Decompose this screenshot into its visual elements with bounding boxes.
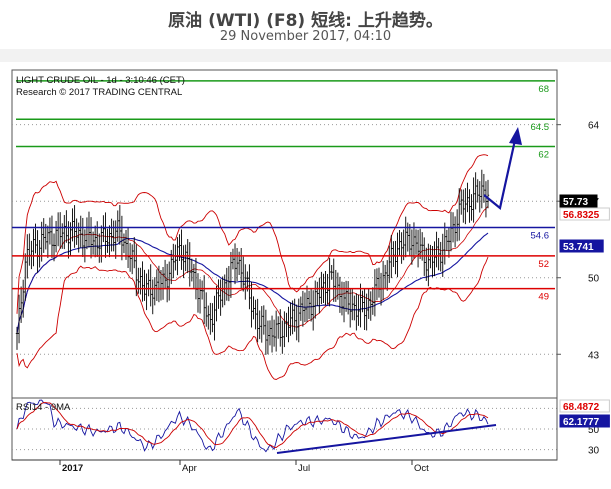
level-label: 64.5 xyxy=(531,122,550,133)
x-tick-label: Jul xyxy=(298,463,310,474)
x-tick-label: 2017 xyxy=(62,463,83,474)
forecast-arrow xyxy=(483,139,517,210)
value-tag-text: 68.4872 xyxy=(563,402,600,413)
value-tag-box xyxy=(559,239,604,253)
level-label: 62 xyxy=(538,150,549,161)
rsi-label: RSI14 - 9MA xyxy=(16,402,71,413)
value-tag: 68.4872 xyxy=(559,399,610,413)
value-tag-text: 53.741 xyxy=(563,242,594,253)
level-label: 49 xyxy=(538,292,549,303)
level-label: 54.6 xyxy=(531,230,550,241)
value-tag-text: 56.8325 xyxy=(563,210,600,221)
value-tag-box xyxy=(559,414,610,428)
page-title: 原油 (WTI) (F8) 短线: 上升趋势。 xyxy=(168,11,443,31)
forecast-arrow-head xyxy=(509,127,522,145)
x-tick-label: Apr xyxy=(182,463,197,474)
value-tag-text: 62.1777 xyxy=(563,417,600,428)
value-tag: 62.1777 xyxy=(559,414,610,428)
value-tag: 57.73 xyxy=(559,194,598,208)
price-tick-label: 50 xyxy=(588,274,600,285)
level-label: 68 xyxy=(538,84,549,95)
bollinger-upper xyxy=(16,154,489,314)
rsi-trendline xyxy=(276,424,497,454)
level-label: 52 xyxy=(538,259,549,270)
value-tag-box xyxy=(559,194,598,208)
value-tag-box xyxy=(559,207,610,221)
bollinger-lower xyxy=(16,256,489,380)
value-tag-box xyxy=(559,399,610,413)
instrument-label: LIGHT CRUDE OIL - 1d - 3:10:46 (CET) xyxy=(16,75,185,86)
rsi-tick-label: 50 xyxy=(588,425,600,436)
source-label: Research © 2017 TRADING CENTRAL xyxy=(16,87,182,98)
value-tag-text: 57.73 xyxy=(563,197,588,208)
rsi-line xyxy=(16,399,489,453)
price-tick-label: 43 xyxy=(588,350,600,361)
rsi-tick-label: 30 xyxy=(588,446,600,457)
x-tick-label: Oct xyxy=(414,463,429,474)
page-subtitle: 29 November 2017, 04:10 xyxy=(219,29,392,44)
rsi-ma-line xyxy=(16,402,489,448)
value-tag: 56.8325 xyxy=(559,207,610,221)
price-tick-label: 64 xyxy=(588,121,600,132)
value-tag: 53.741 xyxy=(559,239,604,253)
header-band xyxy=(0,49,611,62)
